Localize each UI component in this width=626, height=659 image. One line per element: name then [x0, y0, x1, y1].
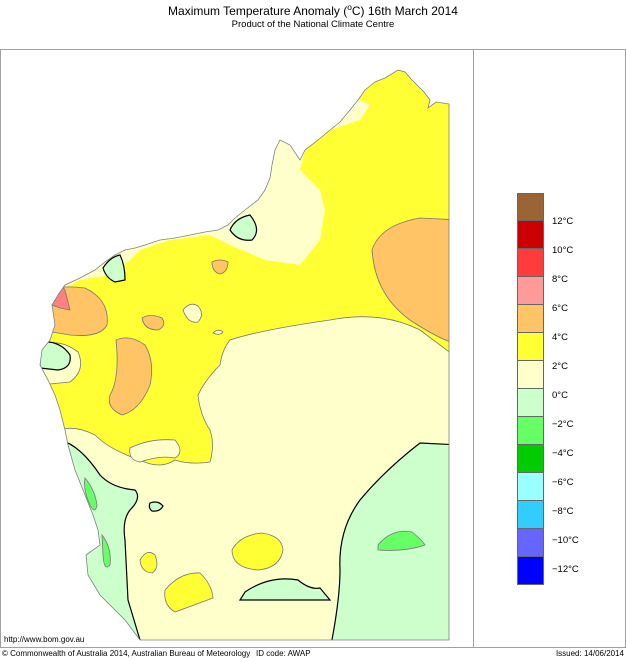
temperature-anomaly-map [39, 69, 450, 641]
legend-swatch [517, 221, 544, 249]
legend-label: 4°C [552, 332, 568, 343]
legend-label: −10°C [552, 535, 579, 546]
issued-date: Issued: 14/06/2014 [555, 649, 624, 658]
colorbar-legend [517, 193, 544, 585]
legend-label: 2°C [552, 361, 568, 372]
legend-swatch [517, 557, 544, 585]
legend-label: −8°C [552, 506, 574, 517]
website-link[interactable]: http://www.bom.gov.au [4, 635, 85, 644]
legend-swatch [517, 305, 544, 333]
legend-swatch [517, 417, 544, 445]
legend-swatch [517, 277, 544, 305]
copyright-text: © Commonwealth of Australia 2014, Austra… [2, 649, 251, 658]
legend-swatch [517, 501, 544, 529]
legend-label: −6°C [552, 477, 574, 488]
legend-label: 8°C [552, 274, 568, 285]
legend-label: −4°C [552, 448, 574, 459]
legend-label: 0°C [552, 390, 568, 401]
legend-swatch [517, 473, 544, 501]
legend-label: −12°C [552, 564, 579, 575]
legend-swatch [517, 193, 544, 221]
legend-swatch [517, 389, 544, 417]
legend-swatch [517, 445, 544, 473]
legend-label: −2°C [552, 419, 574, 430]
page-subtitle: Product of the National Climate Centre [231, 19, 395, 30]
legend-label: 12°C [552, 216, 574, 227]
coastline [39, 69, 450, 641]
legend-swatch [517, 333, 544, 361]
legend-label: 6°C [552, 303, 568, 314]
legend-divider [473, 49, 474, 647]
legend-swatch [517, 529, 544, 557]
legend-swatch [517, 249, 544, 277]
legend-label: 10°C [552, 245, 574, 256]
legend-swatch [517, 361, 544, 389]
id-code: ID code: AWAP [256, 649, 311, 658]
page-title: Maximum Temperature Anomaly (oC) 16th Ma… [168, 2, 458, 18]
